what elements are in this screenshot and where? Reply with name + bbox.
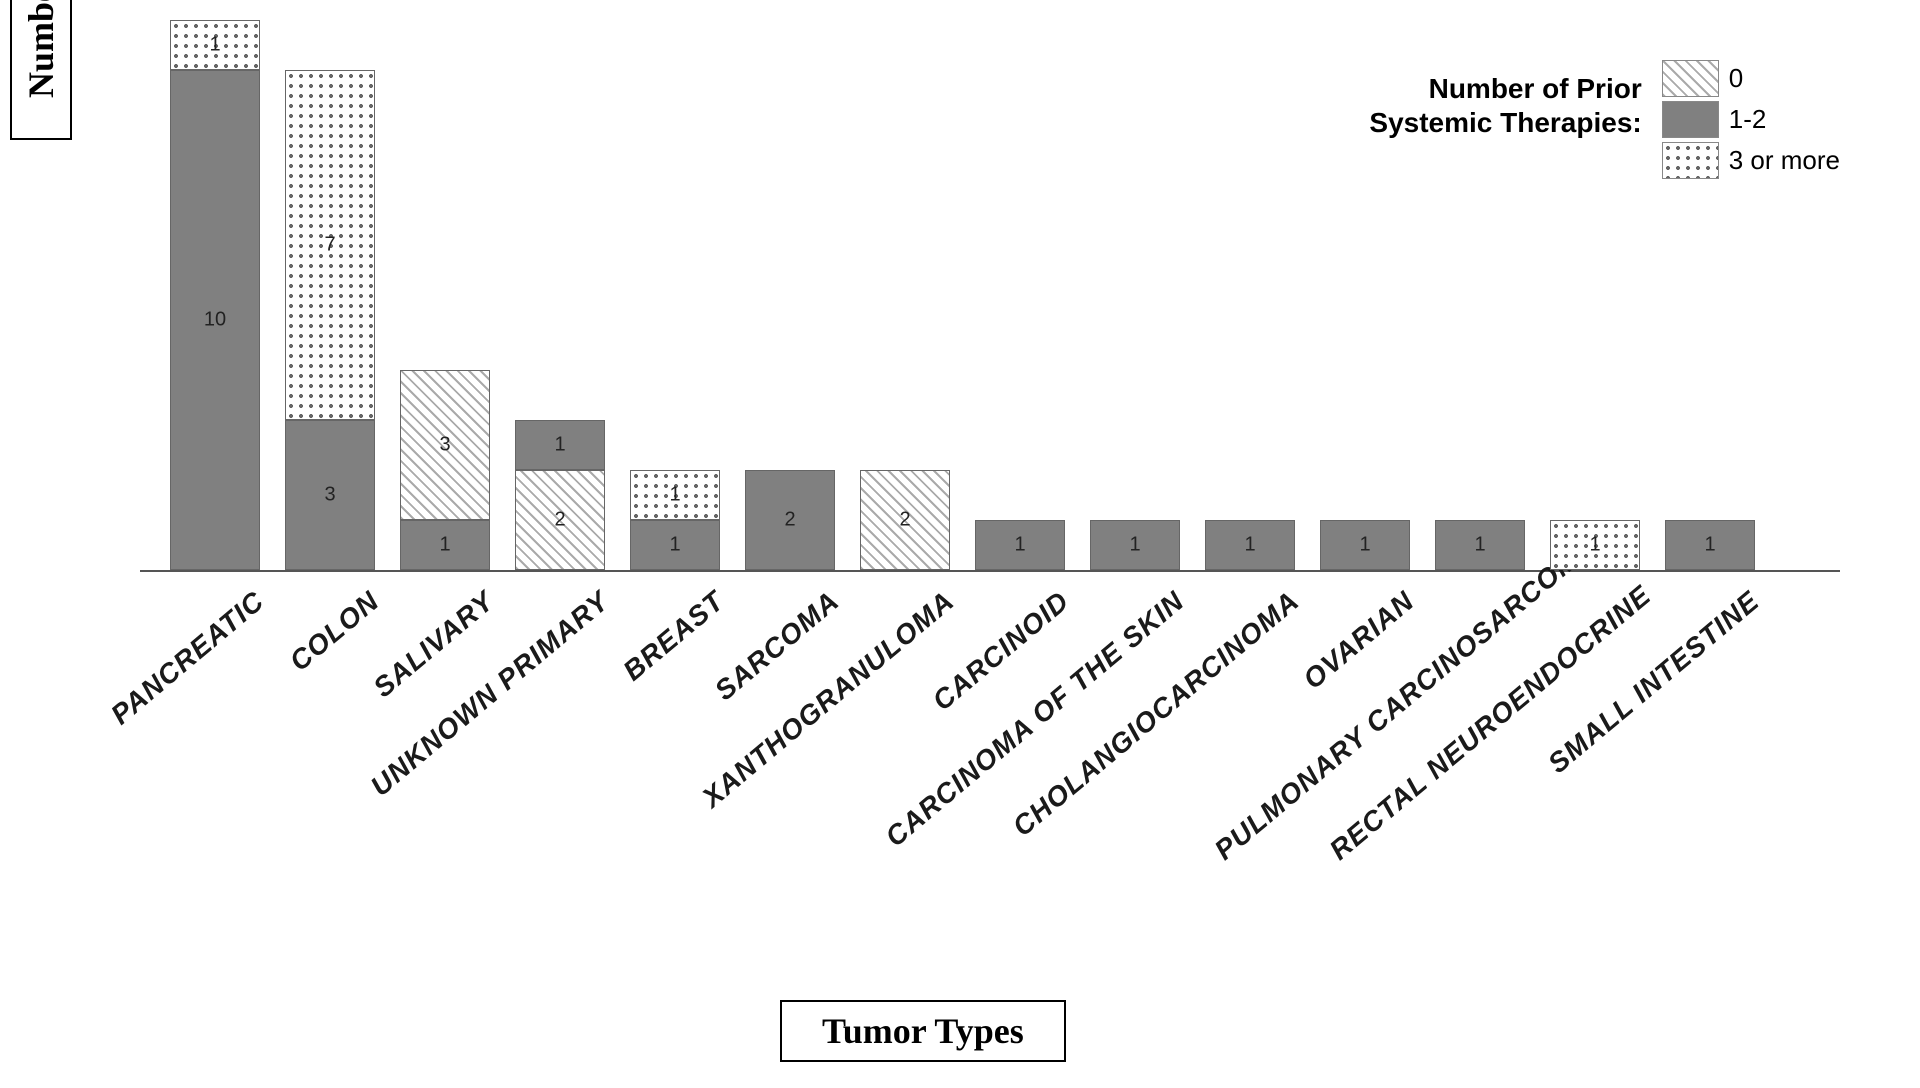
bar-segment-value: 1	[1704, 534, 1715, 557]
legend-items: 0 1-2 3 or more	[1662, 60, 1840, 179]
y-axis-label: Number of Patients	[10, 0, 72, 140]
bar-segment-value: 2	[784, 509, 795, 532]
bar-segment-value: 1	[1014, 534, 1025, 557]
bar-segment-value: 1	[1359, 534, 1370, 557]
bar-segment-one_two: 1	[1090, 520, 1180, 570]
legend-label-one_two: 1-2	[1729, 104, 1767, 135]
bar-segment-one_two: 1	[515, 420, 605, 470]
bar-segment-three_more: 1	[170, 20, 260, 70]
bar-segment-one_two: 1	[400, 520, 490, 570]
legend-swatch-one_two	[1662, 101, 1719, 138]
bar-segment-one_two: 1	[1435, 520, 1525, 570]
bar-segment-one_two: 1	[1665, 520, 1755, 570]
bar-segment-value: 1	[669, 484, 680, 507]
bar-segment-value: 1	[1244, 534, 1255, 557]
bar-segment-three_more: 1	[1550, 520, 1640, 570]
bar-segment-one_two: 1	[1205, 520, 1295, 570]
legend-label-three_more: 3 or more	[1729, 145, 1840, 176]
bar-segment-value: 3	[439, 434, 450, 457]
legend-row-zero: 0	[1662, 60, 1840, 97]
bar-segment-value: 1	[554, 434, 565, 457]
bar-segment-value: 1	[209, 34, 220, 57]
legend-row-one_two: 1-2	[1662, 101, 1840, 138]
bar-segment-value: 1	[1129, 534, 1140, 557]
legend-swatch-three_more	[1662, 142, 1719, 179]
bar-segment-value: 3	[324, 484, 335, 507]
bar-segment-one_two: 1	[630, 520, 720, 570]
bar-segment-value: 10	[204, 309, 226, 332]
legend: Number of PriorSystemic Therapies: 0 1-2 3…	[1369, 60, 1840, 179]
bar-segment-three_more: 7	[285, 70, 375, 420]
bar-segment-three_more: 1	[630, 470, 720, 520]
bar-segment-one_two: 1	[975, 520, 1065, 570]
bar-segment-value: 2	[554, 509, 565, 532]
bar-segment-zero: 2	[860, 470, 950, 570]
x-axis-label: Tumor Types	[780, 1000, 1066, 1062]
bar-segment-one_two: 1	[1320, 520, 1410, 570]
bar-segment-zero: 2	[515, 470, 605, 570]
legend-swatch-zero	[1662, 60, 1719, 97]
legend-label-zero: 0	[1729, 63, 1743, 94]
bar-segment-value: 2	[899, 509, 910, 532]
bar-segment-value: 7	[324, 234, 335, 257]
bar-segment-one_two: 10	[170, 70, 260, 570]
bar-segment-value: 1	[1474, 534, 1485, 557]
legend-title: Number of PriorSystemic Therapies:	[1369, 72, 1641, 139]
bar-segment-one_two: 2	[745, 470, 835, 570]
bar-segment-value: 1	[669, 534, 680, 557]
bar-segment-value: 1	[439, 534, 450, 557]
bar-segment-value: 1	[1589, 534, 1600, 557]
legend-row-three_more: 3 or more	[1662, 142, 1840, 179]
bar-segment-zero: 3	[400, 370, 490, 520]
bar-segment-one_two: 3	[285, 420, 375, 570]
